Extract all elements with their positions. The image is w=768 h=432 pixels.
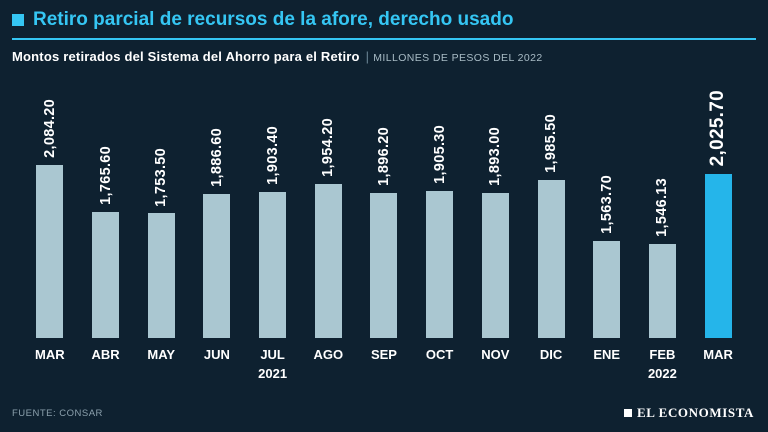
bar-value-label: 1,903.40 [264,125,281,185]
month-label: JUL [260,346,285,362]
month-label: NOV [481,346,510,362]
bar [537,179,565,338]
brand-name: EL ECONOMISTA [637,405,754,420]
footer: FUENTE: CONSAR EL ECONOMISTA [12,405,754,421]
bar-chart: 2,084.20 1,765.60 1,753.50 1,886.60 1,903.40… [0,78,768,338]
month-label: AGO [313,346,344,362]
bar [259,191,287,338]
bar-value-label: 2,025.70 [707,90,729,167]
x-axis-label: OCT [412,347,468,381]
bar-column: 2,025.70 [690,90,746,338]
brand-square-icon [624,409,632,417]
x-axis-label: SEP [356,347,412,381]
x-axis-label: MAY [133,347,189,381]
month-label: ABR [91,346,120,362]
x-axis-label: NOV [468,347,524,381]
x-axis-label: ABR [78,347,134,381]
bar-column: 1,546.13 [635,178,691,338]
title-divider [12,37,756,40]
bar-column: 1,896.20 [356,127,412,338]
header: Retiro parcial de recursos de la afore, … [0,0,768,64]
bar-column: 2,084.20 [22,99,78,338]
subtitle-text: Montos retirados del Sistema del Ahorro … [12,48,360,64]
bar-value-label: 1,563.70 [598,175,615,235]
year-label: 2021 [258,365,288,381]
bar-value-label: 1,896.20 [375,126,392,186]
x-axis-label: FEB 2022 [635,347,691,381]
bar-value-label: 1,893.00 [487,127,504,187]
brand-logo: EL ECONOMISTA [624,405,754,421]
bar-column: 1,765.60 [78,146,134,338]
bar-column: 1,903.40 [245,126,301,338]
x-axis-label: MAR [22,347,78,381]
source-credit: FUENTE: CONSAR [12,407,103,419]
x-axis-label: DIC [523,347,579,381]
bar-value-label: 1,765.60 [97,145,114,205]
bar-column: 1,954.20 [300,118,356,338]
x-axis-label: MAR [690,347,746,381]
x-axis-label: JUN [189,347,245,381]
bar [593,241,621,338]
bar [648,243,676,338]
month-label: MAR [703,346,733,362]
month-label: FEB [649,346,676,362]
bar [147,213,175,338]
bar-column: 1,563.70 [579,175,635,338]
bar [481,193,509,338]
x-axis: MAR ABR MAY JUN JUL 2021 AGO SEP OCT NOV DIC ENE FEB… [0,347,768,381]
bar-column: 1,893.00 [468,127,524,338]
bar [92,211,120,338]
bar [314,184,342,338]
chart-subtitle: Montos retirados del Sistema del Ahorro … [12,49,756,64]
month-label: JUN [203,346,230,362]
x-axis-label: ENE [579,347,635,381]
subtitle-separator: | [365,48,370,64]
month-label: MAY [147,346,176,362]
bar-value-label: 1,886.60 [208,128,225,187]
bar-value-label: 1,753.50 [153,147,170,207]
bars-area: 2,084.20 1,765.60 1,753.50 1,886.60 1,903.40… [22,78,746,338]
bar-column: 1,753.50 [133,148,189,338]
title-bullet-icon [12,13,24,26]
bar-column: 1,905.30 [412,125,468,338]
subtitle-unit: MILLONES DE PESOS DEL 2022 [373,51,543,64]
bar-value-label: 1,954.20 [320,118,337,178]
month-label: ENE [593,346,621,362]
x-axis-label: JUL 2021 [245,347,301,381]
month-label: OCT [425,346,454,362]
bar-value-label: 1,905.30 [431,125,448,185]
bar [426,191,454,338]
bar [203,193,231,338]
month-label: SEP [370,346,397,362]
bar-value-label: 1,546.13 [654,177,671,237]
month-label: DIC [539,346,563,362]
bar [36,165,64,338]
bar-value-label: 1,985.50 [543,113,560,173]
bar-column: 1,985.50 [523,114,579,338]
bar [370,192,398,338]
bar-value-label: 2,084.20 [41,99,58,159]
year-label: 2022 [647,365,677,381]
bar-column: 1,886.60 [189,128,245,338]
title-row: Retiro parcial de recursos de la afore, … [12,9,756,31]
month-label: MAR [35,346,65,362]
page-title: Retiro parcial de recursos de la afore, … [33,9,514,30]
x-axis-label: AGO [300,347,356,381]
bar-highlighted [704,173,732,338]
